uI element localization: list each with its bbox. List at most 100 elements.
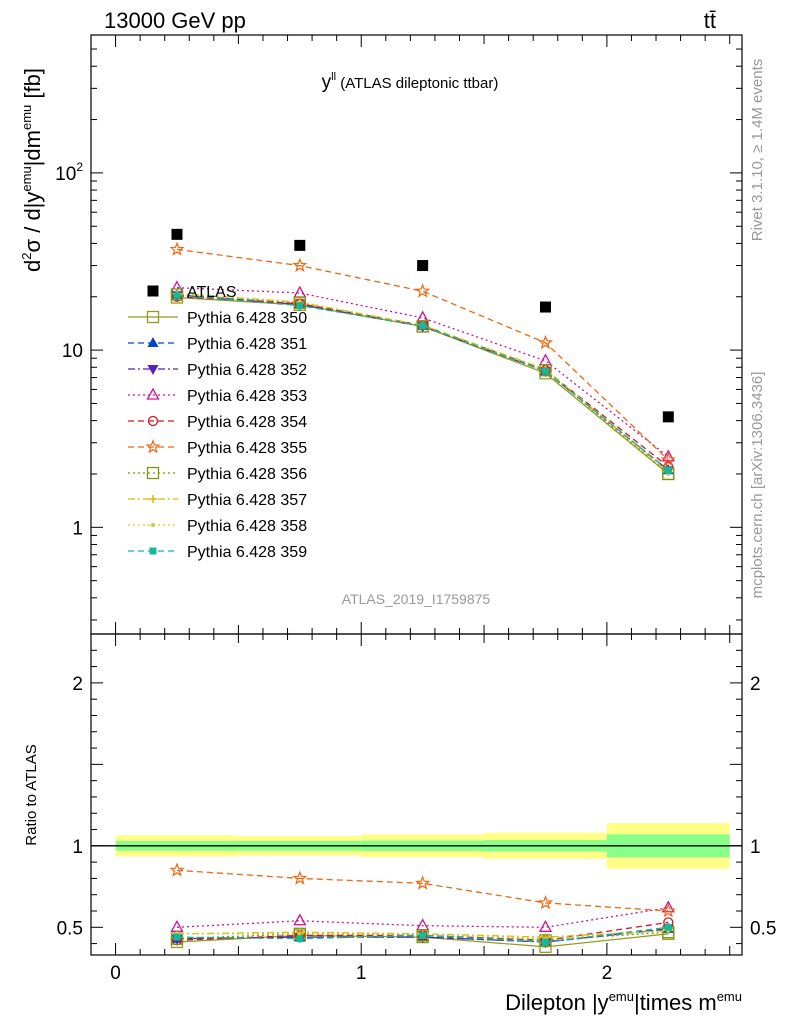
y-label-part: 2 <box>19 252 34 259</box>
legend-marker <box>151 523 155 527</box>
x-label-part: |times m <box>634 990 717 1015</box>
data-point <box>541 367 549 375</box>
ratio-point <box>169 862 185 877</box>
legend-entry: Pythia 6.428 350 <box>128 310 307 327</box>
x-axis-label: Dilepton |yemu|times memu <box>505 989 742 1015</box>
x-tick-label: 1 <box>356 963 367 984</box>
data-point <box>169 241 185 256</box>
legend-entry: Pythia 6.428 352 <box>128 362 307 379</box>
ratio-point <box>293 913 307 926</box>
data-point <box>539 301 551 313</box>
x-label-part: Dilepton |y <box>505 990 609 1015</box>
ratio-y-tick-label-right: 1 <box>750 837 761 858</box>
rivet-version-label: Rivet 3.1.10, ≥ 1.4M events <box>749 59 766 242</box>
series-pythia-6-428-359 <box>173 291 672 474</box>
legend-marker <box>149 547 157 555</box>
ratio-y-axis-label: Ratio to ATLAS <box>23 744 40 845</box>
ratio-frame <box>90 633 743 956</box>
y-tick-label: 10 <box>62 341 83 362</box>
data-point <box>171 228 183 240</box>
ratio-point <box>537 895 554 910</box>
ratio-point <box>173 933 181 941</box>
ratio-point <box>292 870 308 885</box>
ratio-point <box>415 875 431 890</box>
series-line <box>176 294 669 471</box>
legend-marker <box>145 439 161 454</box>
legend-entry: Pythia 6.428 351 <box>128 336 307 353</box>
legend-label: Pythia 6.428 355 <box>187 440 307 457</box>
legend-label: Pythia 6.428 358 <box>187 518 307 535</box>
legend-entry: Pythia 6.428 353 <box>128 387 307 405</box>
series-line <box>176 248 669 461</box>
ratio-line <box>176 907 669 928</box>
analysis-label: ATLAS_2019_I1759875 <box>342 591 491 607</box>
x-label-part: emu <box>717 989 742 1004</box>
x-tick-label: 0 <box>110 963 121 984</box>
legend-label: Pythia 6.428 356 <box>187 466 307 483</box>
legend-entry: Pythia 6.428 355 <box>128 439 307 457</box>
ratio-point <box>660 903 676 918</box>
x-tick-label: 2 <box>602 963 613 984</box>
ratio-point <box>416 918 430 931</box>
legend-marker <box>146 310 160 324</box>
ratio-y-tick-label-right: 0.5 <box>750 918 776 939</box>
y-tick-label: 1 <box>72 518 83 539</box>
data-point <box>661 449 675 462</box>
legend-label: Pythia 6.428 354 <box>187 414 307 431</box>
y-label-part: σ / d|y <box>20 192 45 253</box>
ratio-point <box>170 919 184 932</box>
legend-marker <box>147 285 159 297</box>
data-point <box>292 257 308 272</box>
data-point <box>538 353 553 366</box>
main-panel: 1 10 102 yll (ATLAS dileptonic ttbar) ATLA… <box>19 34 743 635</box>
header-process-label: tt̄ <box>704 8 716 33</box>
legend-marker <box>146 387 160 400</box>
data-point <box>660 451 676 467</box>
y-label-part: [fb] <box>20 68 45 105</box>
legend-marker <box>147 337 159 347</box>
x-label-part: emu <box>609 989 634 1004</box>
data-point <box>419 322 427 330</box>
ratio-y-tick-label: 2 <box>72 674 83 695</box>
legend-entry: ATLAS <box>147 284 237 301</box>
legend-label: Pythia 6.428 350 <box>187 310 307 327</box>
legend-entry: Pythia 6.428 359 <box>128 544 307 561</box>
y-label-part: emu <box>19 166 34 191</box>
legend-label: Pythia 6.428 353 <box>187 388 307 405</box>
ratio-point <box>538 919 553 932</box>
title-sup: ll <box>331 71 336 83</box>
data-point <box>416 320 429 333</box>
y-label-part: d <box>20 260 45 272</box>
legend-marker <box>147 365 159 375</box>
legend-marker <box>147 415 159 427</box>
title-y: y <box>322 72 332 93</box>
ratio-point <box>664 923 672 931</box>
y-tick-label: 102 <box>55 160 83 185</box>
data-point <box>539 364 552 377</box>
series-atlas <box>171 228 674 423</box>
ratio-line <box>176 869 669 912</box>
ratio-series-pythia-6-428-359 <box>173 923 672 946</box>
ratio-point <box>297 931 302 936</box>
data-point <box>537 334 554 350</box>
ratio-point <box>661 900 675 913</box>
main-title: yll (ATLAS dileptonic ttbar) <box>322 71 499 93</box>
y-label-part: |dm <box>20 130 45 166</box>
y-tick-label-exp: 2 <box>76 160 83 174</box>
legend-marker <box>149 495 157 503</box>
legend-entry: Pythia 6.428 356 <box>128 466 307 483</box>
y-label-part: emu <box>19 105 34 130</box>
ratio-point <box>419 931 427 939</box>
data-point <box>296 302 304 310</box>
data-point <box>294 239 306 251</box>
ratio-point <box>541 938 549 946</box>
data-point <box>417 260 429 272</box>
series-pythia-6-428-355 <box>169 241 676 467</box>
mcplots-label: mcplots.cern.ch [arXiv:1306.3436] <box>749 372 766 599</box>
legend: ATLAS Pythia 6.428 350 Pythia 6.428 351 Pyt… <box>128 284 307 561</box>
data-point <box>293 285 307 298</box>
series-line <box>176 296 669 468</box>
ratio-panel: 0.5 0.5 1 1 2 2 0 1 2 Ratio to ATLAS Dilepton |y… <box>23 633 776 1015</box>
ratio-series-pythia-6-428-355 <box>169 862 676 918</box>
